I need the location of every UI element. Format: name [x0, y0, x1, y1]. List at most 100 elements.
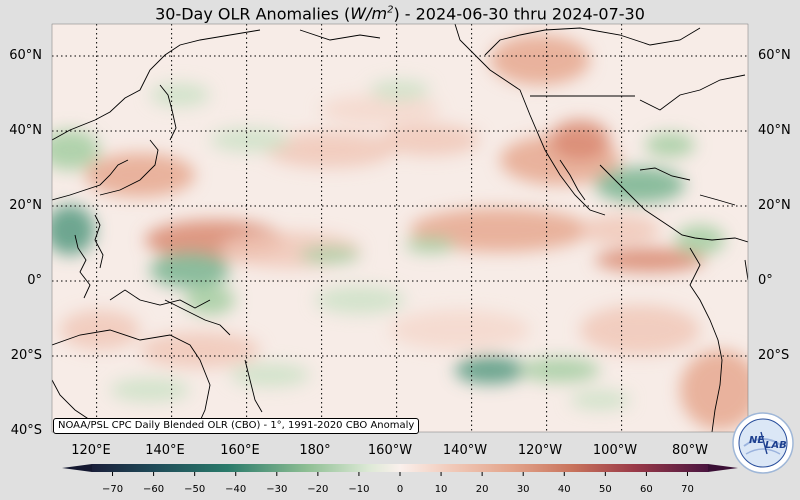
negative-anomaly-region [110, 378, 190, 402]
negative-anomaly-region [315, 286, 405, 314]
logo-text-ne: NE [749, 435, 764, 446]
negative-anomaly-region [455, 356, 525, 384]
positive-anomaly-region [550, 120, 610, 160]
negative-anomaly-region [675, 225, 725, 255]
colorbar-tick-label: 20 [475, 484, 489, 495]
map-title: 30-Day OLR Anomalies (W/m2) - 2024-06-30… [0, 0, 800, 25]
title-unit-exp: 2 [387, 5, 394, 16]
positive-anomaly-region [490, 35, 590, 85]
lat-label-right-20s: 20°S [758, 348, 790, 363]
lon-label-120e: 120°E [71, 443, 111, 458]
coastline [52, 379, 91, 421]
coastline [639, 74, 746, 111]
lat-label-left-40n: 40°N [9, 123, 42, 138]
colorbar-tick-label: 50 [598, 484, 612, 495]
lat-label-left-20s: 20°S [10, 348, 42, 363]
colorbar-tick-label: −60 [143, 484, 165, 495]
coastline [94, 214, 104, 269]
positive-anomaly-region [595, 248, 705, 272]
coastline [744, 259, 748, 281]
coastline [52, 29, 261, 141]
lat-label-left-40s: 40°S [10, 423, 42, 438]
colorbar-tick-label: −20 [307, 484, 329, 495]
lat-label-right-0: 0° [758, 273, 773, 288]
positive-anomaly-region [580, 215, 660, 245]
coastline [52, 159, 129, 201]
lat-label-right-60n: 60°N [758, 48, 791, 63]
positive-anomaly-region [320, 95, 440, 125]
lat-label-left-20n: 20°N [9, 198, 42, 213]
negative-anomaly-region [52, 130, 100, 170]
colorbar [62, 464, 738, 476]
anomaly-field [52, 35, 748, 430]
coastline [99, 139, 159, 196]
positive-anomaly-region [380, 124, 480, 156]
title-prefix: 30-Day OLR Anomalies ( [155, 4, 351, 24]
negative-anomaly-region [370, 80, 430, 100]
positive-anomaly-region [60, 310, 140, 350]
coastline [109, 289, 211, 309]
data-source-note: NOAA/PSL CPC Daily Blended OLR (CBO) - 1… [53, 418, 420, 434]
coastlines [52, 24, 748, 432]
logo-text-lab: LAB [765, 440, 787, 451]
colorbar-left-arrow [62, 464, 92, 472]
negative-anomaly-region [52, 205, 95, 255]
negative-anomaly-region [405, 237, 455, 253]
colorbar-tick-label: 70 [681, 484, 694, 495]
lon-label-140w: 140°W [442, 443, 488, 458]
colorbar-tick-label: −50 [184, 484, 206, 495]
lat-label-right-20n: 20°N [758, 198, 791, 213]
title-unit-base: W/m [350, 4, 388, 24]
lon-label-100w: 100°W [592, 443, 638, 458]
lat-label-right-40n: 40°N [758, 123, 791, 138]
colorbar-right-arrow [708, 464, 738, 472]
negative-anomaly-region [230, 363, 310, 387]
positive-anomaly-region [140, 332, 260, 368]
coastline [484, 27, 701, 56]
lat-label-left-0: 0° [27, 273, 42, 288]
positive-anomaly-region [265, 132, 395, 168]
lon-label-160e: 160°E [220, 443, 260, 458]
coastline [299, 29, 381, 41]
colorbar-tick-label: 0 [396, 484, 404, 495]
positive-anomaly-region [85, 153, 195, 197]
positive-anomaly-region [390, 310, 530, 350]
coastline [52, 329, 211, 432]
colorbar-tick-label: −70 [101, 484, 124, 495]
coastline [559, 159, 586, 201]
colorbar-tick-label: −40 [225, 484, 247, 495]
colorbar-tick-label: 30 [516, 484, 530, 495]
coastline [164, 299, 231, 336]
negative-anomaly-region [520, 358, 600, 382]
negative-anomaly-region [595, 167, 685, 203]
graticule [52, 24, 748, 432]
colorbar-tick-label: 60 [640, 484, 653, 495]
colorbar-gradient [92, 464, 708, 472]
negative-anomaly-region [210, 128, 290, 152]
positive-anomaly-region [410, 208, 590, 252]
negative-anomaly-region [300, 247, 360, 263]
coastline [74, 234, 91, 299]
negative-anomaly-region [645, 133, 695, 157]
coastline [689, 247, 723, 432]
colorbar-tick-label: 10 [434, 484, 448, 495]
lon-label-180: 180° [299, 443, 331, 458]
lon-label-160w: 160°W [367, 443, 413, 458]
lon-label-120w: 120°W [517, 443, 563, 458]
lon-label-140e: 140°E [145, 443, 185, 458]
negative-anomaly-region [570, 390, 630, 410]
coastline [699, 194, 736, 206]
positive-anomaly-region [580, 305, 700, 355]
neslab-logo: NE LAB [732, 412, 794, 474]
colorbar-tick-label: −30 [266, 484, 288, 495]
coastline [599, 164, 748, 243]
colorbar-tick-label: −10 [348, 484, 370, 495]
positive-anomaly-region [680, 350, 748, 430]
negative-anomaly-region [150, 252, 230, 288]
title-suffix: ) - 2024-06-30 thru 2024-07-30 [393, 4, 645, 24]
coastline [639, 167, 691, 181]
negative-anomaly-region [150, 83, 210, 107]
colorbar-tick-label: 40 [557, 484, 571, 495]
lon-label-80w: 80°W [672, 443, 708, 458]
